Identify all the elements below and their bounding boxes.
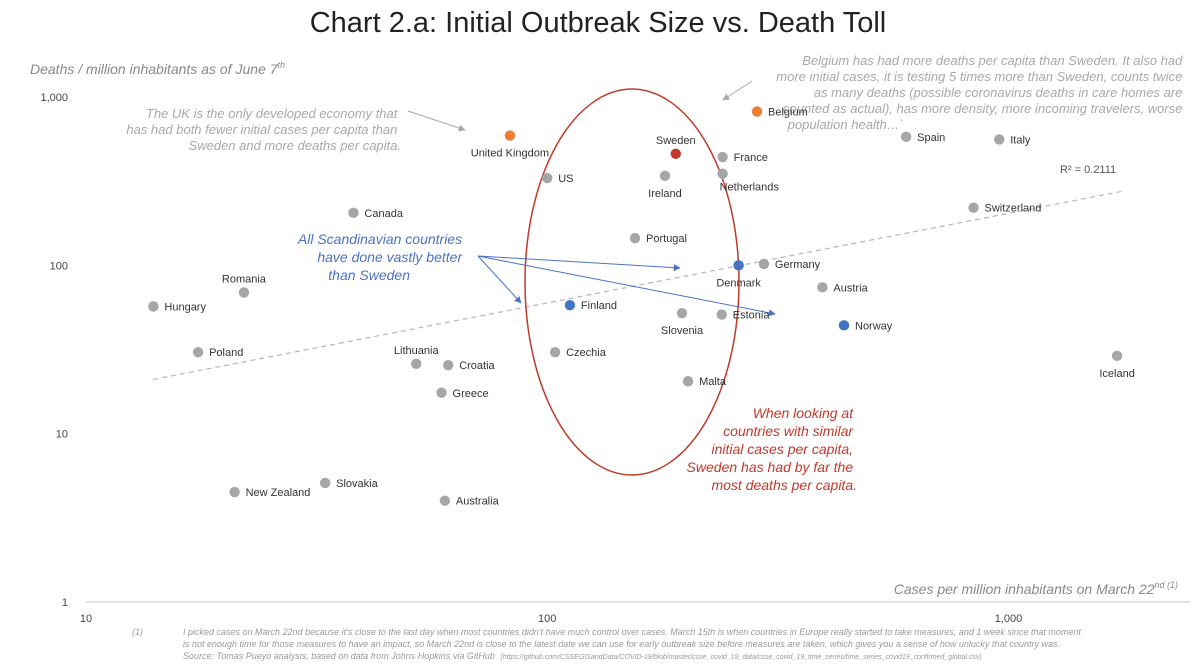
point-hungary — [148, 301, 159, 312]
point-label-lithuania: Lithuania — [394, 345, 440, 357]
point-label-romania: Romania — [222, 273, 267, 285]
point-label-sweden: Sweden — [656, 135, 696, 147]
point-czechia — [549, 346, 561, 358]
data-points: Belgium United Kingdom Sweden Spain Italy Fra… — [148, 106, 1135, 508]
point-label-estonia: Estonia — [733, 310, 771, 322]
point-romania — [238, 287, 250, 298]
trendline: R² = 0.2111 — [153, 164, 1122, 381]
point-poland — [192, 346, 204, 358]
y-axis-title: Deaths / million inhabitants as of June … — [30, 60, 285, 77]
point-denmark — [733, 260, 744, 271]
chart-title: Chart 2.a: Initial Outbreak Size vs. Dea… — [310, 7, 887, 39]
point-canada — [348, 207, 359, 219]
point-label-canada: Canada — [364, 208, 403, 220]
y-axis-title-sup: th — [277, 60, 285, 70]
y-tick-label: 10 — [56, 429, 68, 441]
footnote-line-1: I picked cases on March 22nd because it'… — [183, 627, 1081, 637]
point-label-belgium: Belgium — [768, 107, 808, 119]
point-label-austria: Austria — [833, 282, 868, 294]
point-label-spain: Spain — [917, 132, 945, 144]
footnote: (1) I picked cases on March 22nd because… — [132, 627, 1081, 661]
point-label-finland: Finland — [581, 300, 617, 312]
point-sweden — [670, 148, 681, 159]
point-ireland — [659, 170, 671, 182]
footnote-marker: (1) — [132, 627, 143, 637]
sweden-peers-ellipse — [524, 88, 740, 476]
point-label-new-zealand: New Zealand — [246, 487, 311, 499]
point-slovenia — [676, 307, 688, 319]
point-label-switzerland: Switzerland — [985, 203, 1042, 215]
point-label-portugal: Portugal — [646, 233, 687, 245]
footnote-source: Source: Tomas Pueyo analysis, based on d… — [183, 651, 982, 661]
point-label-us: US — [558, 173, 573, 185]
trendline-r2-label: R² = 0.2111 — [1060, 164, 1116, 176]
point-label-malta: Malta — [699, 376, 727, 388]
y-ticks: 1 10 100 1,000 — [40, 92, 68, 609]
point-label-germany: Germany — [775, 259, 821, 271]
point-label-australia: Australia — [456, 496, 500, 508]
point-belgium — [751, 106, 763, 117]
point-lithuania — [411, 358, 422, 370]
x-tick-label: 1,000 — [995, 613, 1023, 625]
point-iceland — [1111, 350, 1123, 362]
point-label-norway: Norway — [855, 320, 893, 332]
point-greece — [436, 387, 447, 398]
point-portugal — [629, 232, 641, 244]
point-label-poland: Poland — [209, 347, 243, 359]
point-label-czechia: Czechia — [566, 347, 607, 359]
point-estonia — [716, 309, 727, 320]
belgium-note-arrow — [722, 80, 753, 101]
uk-note: The UK is the only developed economy tha… — [126, 106, 401, 153]
point-norway — [838, 320, 850, 331]
point-label-slovakia: Slovakia — [336, 478, 378, 490]
x-axis-title: Cases per million inhabitants on March 2… — [894, 580, 1178, 597]
point-label-netherlands: Netherlands — [720, 182, 780, 194]
footnote-line-2: is not enough time for those measures to… — [183, 639, 1060, 649]
point-label-italy: Italy — [1010, 134, 1031, 146]
point-switzerland — [968, 202, 979, 213]
point-label-slovenia: Slovenia — [661, 325, 704, 337]
scandinavia-arrow-finland — [477, 255, 522, 304]
point-australia — [439, 495, 451, 506]
point-new-zealand — [229, 486, 240, 498]
scandinavia-arrow-denmark — [477, 255, 681, 272]
y-tick-label: 100 — [50, 260, 68, 272]
point-label-iceland: Iceland — [1099, 368, 1134, 380]
point-italy — [994, 134, 1005, 145]
point-united-kingdom — [504, 130, 516, 141]
point-finland — [564, 299, 576, 311]
trendline-line — [153, 190, 1122, 381]
point-slovakia — [319, 477, 331, 489]
point-label-france: France — [734, 152, 768, 164]
x-axis-title-sup: nd (1) — [1154, 580, 1178, 590]
scandinavia-arrow-norway — [477, 255, 776, 317]
point-austria — [817, 282, 828, 293]
x-tick-label: 10 — [80, 613, 92, 625]
point-croatia — [443, 360, 454, 371]
scandinavia-note: All Scandinavian countries have done vas… — [297, 231, 466, 283]
point-spain — [900, 131, 912, 143]
x-tick-label: 100 — [538, 613, 556, 625]
sweden-note: When looking at countries with similar i… — [687, 405, 857, 493]
uk-note-arrow — [407, 110, 466, 132]
point-label-united-kingdom: United Kingdom — [471, 148, 549, 160]
x-ticks: 10 100 1,000 — [80, 613, 1022, 625]
point-label-greece: Greece — [453, 388, 489, 400]
point-netherlands — [717, 168, 728, 179]
y-tick-label: 1,000 — [40, 92, 68, 104]
point-label-croatia: Croatia — [459, 360, 495, 372]
point-label-denmark: Denmark — [716, 277, 761, 289]
point-france — [717, 151, 728, 163]
point-us — [542, 172, 553, 184]
point-malta — [682, 375, 694, 387]
point-label-ireland: Ireland — [648, 188, 682, 200]
point-germany — [758, 258, 770, 270]
point-label-hungary: Hungary — [164, 301, 206, 313]
belgium-note: Belgium has had more deaths per capita t… — [776, 53, 1186, 132]
y-tick-label: 1 — [62, 597, 68, 609]
